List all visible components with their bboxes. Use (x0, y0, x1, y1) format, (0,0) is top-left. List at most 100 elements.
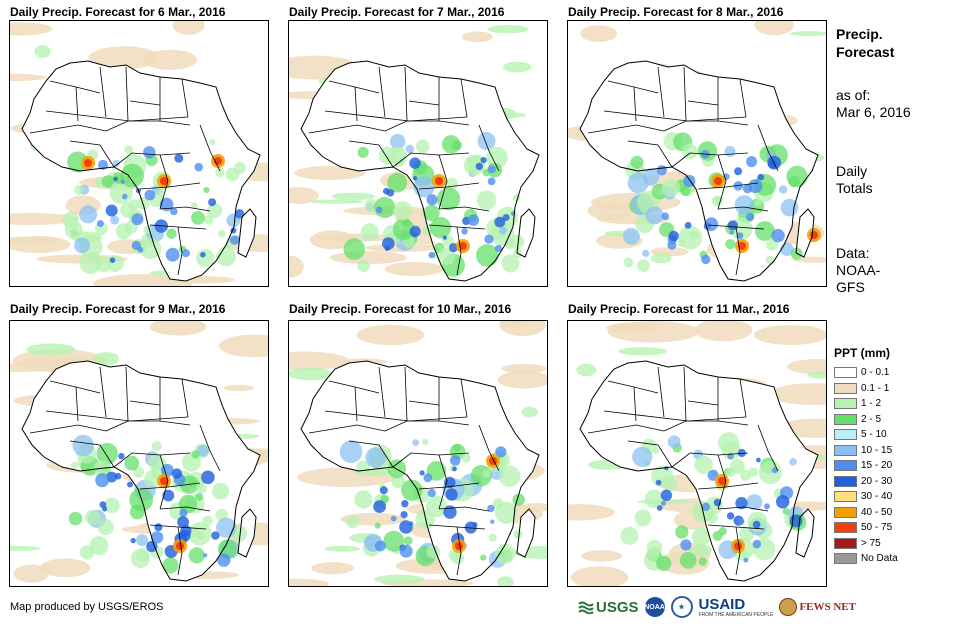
drizzle-area (793, 256, 826, 263)
coastline (579, 60, 819, 282)
country-border (438, 454, 448, 510)
rain-cell (789, 458, 797, 466)
light-rain-area (324, 545, 361, 552)
drizzle-area (311, 562, 355, 575)
country-border (99, 66, 107, 118)
drizzle-area (13, 564, 50, 583)
rain-cell (101, 175, 115, 189)
country-border (587, 124, 665, 134)
drizzle-area (580, 25, 618, 42)
country-border (199, 124, 221, 172)
rain-cell (405, 144, 415, 154)
country-border (671, 452, 749, 468)
drizzle-area (289, 351, 349, 371)
heavy-rain-cell (201, 470, 215, 485)
heavy-rain-cell (143, 146, 156, 159)
heavy-rain-cell (374, 540, 386, 552)
rain-cell (203, 186, 210, 194)
drizzle-area (218, 334, 268, 358)
drizzle-area (384, 262, 444, 276)
legend-item: 10 - 15 (834, 443, 959, 459)
asof-date: Mar 6, 2016 (836, 104, 911, 120)
heavy-rain-cell (373, 500, 386, 513)
rain-cell (726, 467, 736, 477)
country-border (75, 386, 79, 422)
country-border (418, 182, 480, 190)
rain-cell (415, 139, 430, 154)
heavy-rain-cell (120, 179, 125, 184)
heavy-rain-cell (375, 206, 383, 214)
country-border (354, 386, 358, 422)
light-rain-area (576, 363, 597, 377)
heavy-rain-cell (96, 220, 104, 227)
country-border (75, 86, 79, 122)
drizzle-area (497, 371, 547, 389)
heavy-rain-cell (746, 156, 758, 168)
country-border (378, 366, 386, 418)
heavy-rain-cell (656, 505, 663, 511)
extreme-rain-core (738, 242, 746, 250)
rain-cell (646, 547, 660, 562)
heavy-rain-cell (502, 214, 510, 221)
country-border (697, 182, 759, 190)
rain-cell (476, 244, 499, 267)
heavy-rain-cell (150, 531, 164, 544)
rain-cell (488, 533, 497, 542)
light-rain-area (487, 25, 528, 34)
heavy-rain-cell (701, 254, 711, 265)
rain-cell (622, 227, 640, 245)
country-border (460, 78, 468, 118)
rain-cell (476, 190, 497, 210)
heavy-rain-cell (229, 235, 240, 245)
heavy-rain-cell (170, 207, 178, 216)
rain-cell (195, 482, 207, 494)
legend-rows: 0 - 0.1 0.1 - 1 1 - 2 2 - 5 5 - 10 10 - 15 15 … (834, 365, 959, 567)
country-border (587, 424, 665, 434)
heavy-rain-cell (733, 181, 744, 191)
rain-cell (215, 167, 225, 178)
coastline (21, 60, 261, 282)
country-border (404, 66, 408, 122)
rain-cell (365, 447, 386, 468)
rain-cell (661, 178, 680, 197)
country-border (113, 452, 191, 468)
rain-cell (216, 246, 237, 267)
panel-title-5: Daily Precip. Forecast for 10 Mar., 2016 (289, 302, 512, 316)
usgs-logo: USGS (578, 599, 639, 616)
light-rain-area (502, 61, 532, 73)
country-border (687, 100, 719, 106)
drizzle-area (770, 383, 826, 406)
data-label: Data: (836, 245, 870, 261)
rain-cell (390, 133, 406, 150)
heavy-rain-cell (734, 167, 743, 176)
legend-swatch (834, 537, 857, 549)
legend-item: 50 - 75 (834, 520, 959, 536)
heavy-rain-cell (194, 162, 203, 172)
madagascar-coastline (795, 208, 815, 258)
heavy-rain-cell (743, 557, 749, 563)
legend-item: 1 - 2 (834, 396, 959, 412)
heavy-rain-cell (495, 446, 507, 458)
heavy-rain-cell (450, 455, 461, 466)
country-border (735, 526, 741, 576)
heavy-rain-cell (382, 237, 395, 250)
rain-cell (786, 165, 808, 188)
rain-cell (103, 497, 120, 514)
country-border (159, 206, 211, 212)
madagascar-landmass (238, 209, 256, 257)
country-border (438, 206, 490, 212)
rain-cell (68, 511, 83, 526)
heavy-rain-cell (771, 228, 785, 243)
light-rain-area (497, 576, 514, 586)
rain-cell (203, 215, 214, 225)
rain-cell (188, 522, 212, 546)
heavy-rain-cell (680, 539, 692, 551)
madagascar-coastline (795, 508, 815, 558)
rain-cell (782, 507, 790, 515)
heavy-rain-cell (146, 540, 158, 553)
rain-cell (196, 248, 215, 268)
rain-cell (415, 509, 435, 530)
country-border (392, 452, 470, 468)
country-border (418, 482, 480, 490)
country-border (478, 124, 500, 172)
